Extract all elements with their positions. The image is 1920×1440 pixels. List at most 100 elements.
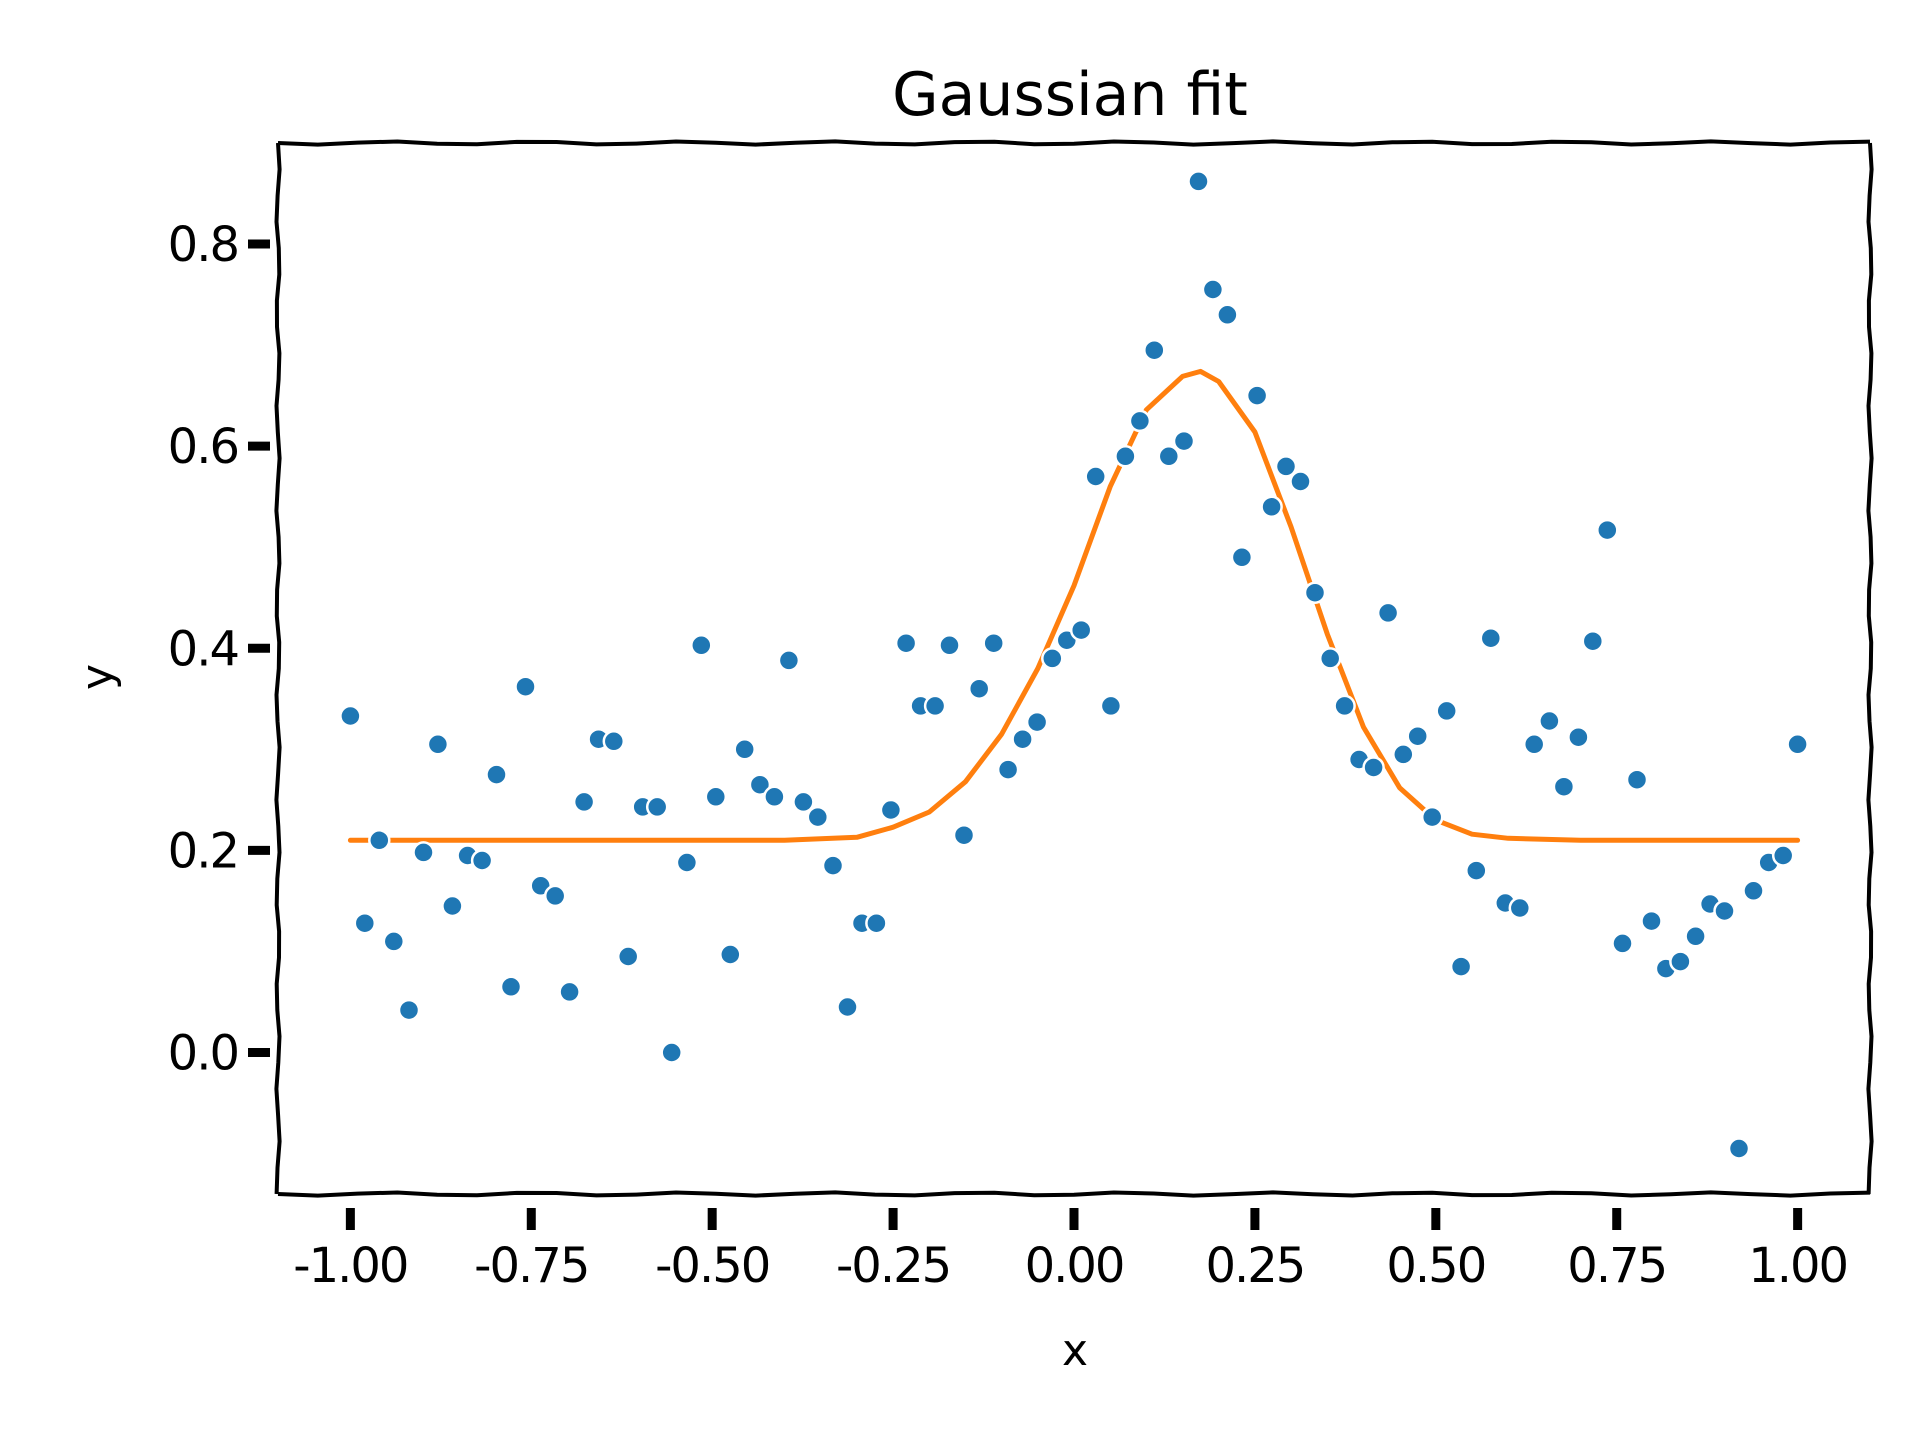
scatter-point bbox=[572, 790, 596, 814]
x-tick-label: -0.50 bbox=[655, 1238, 769, 1294]
scatter-point bbox=[1538, 709, 1561, 733]
scatter-point bbox=[1625, 768, 1649, 791]
scatter-point bbox=[339, 704, 362, 728]
scatter-point bbox=[1611, 932, 1634, 955]
scatter-point bbox=[1640, 909, 1663, 933]
x-tick-label: 0.50 bbox=[1386, 1238, 1485, 1294]
scatter-layer bbox=[339, 170, 1809, 1160]
scatter-point bbox=[1522, 733, 1546, 756]
scatter-point bbox=[1230, 546, 1254, 569]
scatter-point bbox=[1465, 859, 1488, 882]
scatter-point bbox=[1011, 727, 1034, 751]
scatter-point bbox=[1727, 1137, 1751, 1160]
y-tick-label: 0.2 bbox=[168, 823, 238, 879]
scatter-point bbox=[952, 823, 976, 847]
x-axis-label: x bbox=[1062, 1325, 1088, 1376]
scatter-point bbox=[1362, 756, 1385, 779]
scatter-point bbox=[382, 930, 406, 953]
scatter-point bbox=[1187, 170, 1210, 193]
scatter-point bbox=[1274, 455, 1298, 478]
scatter-point bbox=[368, 829, 391, 852]
scatter-point bbox=[836, 995, 859, 1019]
scatter-point bbox=[1041, 647, 1064, 670]
scatter-point bbox=[1786, 733, 1809, 756]
scatter-point bbox=[412, 841, 435, 864]
y-tick-label: 0.0 bbox=[168, 1026, 238, 1082]
x-tick-label: 0.00 bbox=[1025, 1238, 1124, 1294]
y-tick-label: 0.4 bbox=[168, 621, 238, 677]
scatter-point bbox=[1245, 384, 1269, 407]
scatter-point bbox=[748, 773, 772, 796]
scatter-point bbox=[1303, 581, 1327, 604]
scatter-point bbox=[1406, 724, 1429, 748]
scatter-point bbox=[1581, 629, 1605, 653]
scatter-point bbox=[426, 733, 450, 756]
scatter-point bbox=[1128, 409, 1152, 433]
scatter-point bbox=[879, 798, 903, 822]
scatter-point bbox=[894, 631, 918, 655]
scatter-point bbox=[1771, 844, 1795, 867]
fit-line-layer bbox=[347, 368, 1801, 843]
scatter-point bbox=[558, 980, 581, 1004]
scatter-point bbox=[470, 849, 494, 872]
scatter-point bbox=[353, 911, 377, 935]
scatter-point bbox=[792, 790, 815, 814]
scatter-point bbox=[1157, 445, 1181, 468]
scatter-point bbox=[543, 884, 567, 908]
scatter-point bbox=[1318, 647, 1342, 670]
scatter-point bbox=[602, 730, 626, 753]
scatter-point bbox=[1684, 925, 1707, 948]
scatter-point bbox=[1216, 303, 1239, 327]
scatter-point bbox=[1172, 429, 1196, 453]
scatter-point bbox=[1742, 879, 1765, 903]
scatter-point bbox=[719, 943, 742, 966]
scatter-point bbox=[865, 911, 888, 935]
scatter-point bbox=[690, 634, 713, 657]
scatter-point bbox=[1508, 896, 1532, 920]
scatter-point bbox=[1479, 626, 1503, 650]
scatter-point bbox=[967, 677, 991, 700]
scatter-point bbox=[1552, 775, 1576, 798]
scatter-point bbox=[1099, 694, 1123, 718]
scatter-point bbox=[1025, 710, 1049, 734]
scatter-point bbox=[1289, 470, 1312, 493]
scatter-point bbox=[704, 785, 728, 809]
scatter-point bbox=[982, 631, 1005, 655]
scatter-point bbox=[1084, 465, 1107, 488]
scatter-point bbox=[923, 694, 947, 718]
frame-bottom-edge bbox=[277, 1190, 1871, 1198]
gaussian-fit-line bbox=[347, 368, 1801, 843]
plot-frame bbox=[274, 139, 1874, 1198]
y-axis-ticks: 0.0 0.2 0.4 0.6 0.8 bbox=[168, 217, 270, 1082]
y-tick-label: 0.6 bbox=[168, 419, 238, 475]
scatter-point bbox=[777, 649, 801, 672]
scatter-point bbox=[499, 975, 523, 999]
scatter-point bbox=[1420, 805, 1444, 829]
x-tick-label: 0.75 bbox=[1567, 1238, 1666, 1294]
y-tick-label: 0.8 bbox=[168, 217, 238, 273]
x-tick-label: 0.25 bbox=[1205, 1238, 1304, 1294]
frame-left-edge bbox=[274, 142, 282, 1195]
scatter-point bbox=[821, 854, 845, 877]
scatter-point bbox=[514, 675, 537, 698]
scatter-point bbox=[938, 634, 961, 657]
scatter-point bbox=[616, 945, 640, 968]
scatter-point bbox=[763, 785, 786, 809]
scatter-point bbox=[1713, 899, 1736, 923]
frame-right-edge bbox=[1866, 142, 1874, 1195]
scatter-point bbox=[1596, 518, 1619, 542]
scatter-point bbox=[733, 738, 756, 761]
scatter-point bbox=[1376, 601, 1400, 625]
scatter-point bbox=[660, 1041, 683, 1064]
scatter-point bbox=[1435, 699, 1458, 723]
scatter-point bbox=[806, 805, 830, 829]
scatter-point bbox=[1143, 338, 1166, 362]
x-axis-ticks: -1.00 -0.75 -0.50 -0.25 0.00 0.25 0.50 0.75 1.00 bbox=[293, 1208, 1849, 1294]
y-axis-label: y bbox=[72, 664, 123, 690]
x-tick-label: -1.00 bbox=[293, 1238, 407, 1294]
scatter-point bbox=[1567, 725, 1590, 749]
x-tick-label: -0.25 bbox=[836, 1238, 950, 1294]
scatter-point bbox=[1449, 955, 1473, 978]
